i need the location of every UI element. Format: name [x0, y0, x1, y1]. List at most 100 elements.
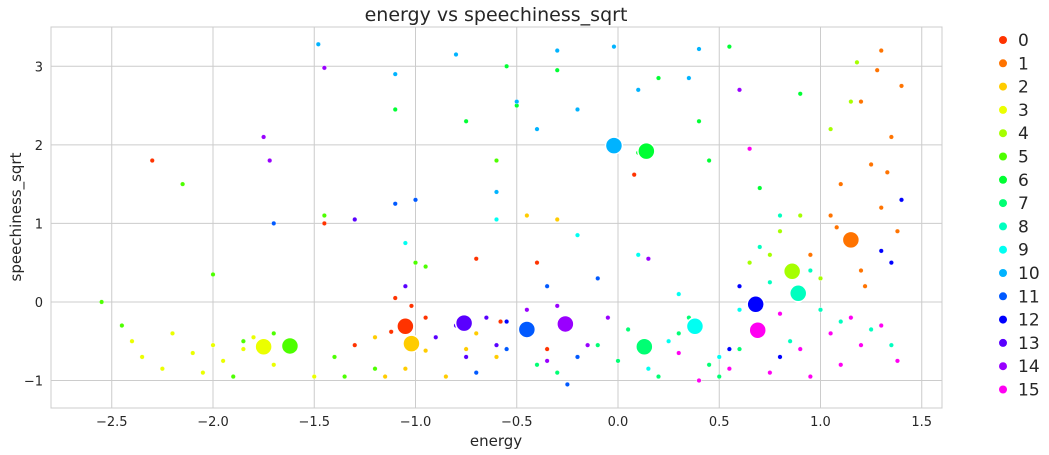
data-point — [716, 374, 722, 380]
data-point — [868, 326, 874, 332]
data-point — [321, 65, 327, 71]
cluster-center-0 — [396, 317, 415, 336]
data-point — [585, 342, 591, 348]
data-point — [878, 48, 884, 54]
data-point — [894, 358, 900, 364]
data-point — [575, 106, 581, 112]
data-point — [315, 41, 321, 47]
legend-marker-7 — [999, 199, 1007, 208]
data-point — [807, 374, 813, 380]
cluster-center-2 — [402, 334, 421, 353]
data-point — [423, 348, 429, 354]
data-point — [611, 44, 617, 50]
data-point — [757, 244, 763, 250]
data-point — [862, 283, 868, 289]
data-point — [737, 283, 743, 289]
data-point — [554, 67, 560, 73]
legend-label-5: 5 — [1018, 148, 1029, 168]
legend-label-11: 11 — [1018, 287, 1040, 307]
data-point — [463, 118, 469, 124]
data-point — [332, 354, 338, 360]
cluster-centers — [254, 136, 861, 356]
data-point — [706, 158, 712, 164]
data-point — [737, 87, 743, 93]
data-point — [838, 181, 844, 187]
data-point — [858, 99, 864, 105]
data-point — [250, 334, 256, 340]
data-point — [267, 158, 273, 164]
data-point — [311, 374, 317, 380]
data-point — [878, 248, 884, 254]
data-point — [433, 334, 439, 340]
y-tick-label: 3 — [35, 60, 43, 75]
legend-label-6: 6 — [1018, 171, 1029, 191]
data-point — [483, 315, 489, 321]
data-point — [726, 44, 732, 50]
data-point — [230, 374, 236, 380]
data-point — [352, 216, 358, 222]
data-point — [848, 315, 854, 321]
data-point — [706, 362, 712, 368]
data-point — [554, 216, 560, 222]
legend-marker-0 — [999, 36, 1007, 44]
data-point — [271, 220, 277, 226]
chart-title: energy vs speechiness_sqrt — [365, 4, 628, 26]
data-point — [767, 252, 773, 258]
data-point — [807, 252, 813, 258]
data-point — [615, 358, 621, 364]
cluster-center-11 — [517, 320, 537, 339]
x-tick-label: −2.0 — [197, 415, 229, 430]
data-point — [828, 126, 834, 132]
legend-label-4: 4 — [1018, 124, 1029, 144]
data-point — [797, 346, 803, 352]
data-point — [676, 330, 682, 336]
legend-label-14: 14 — [1018, 357, 1040, 377]
data-point — [767, 370, 773, 376]
data-point — [494, 189, 500, 195]
y-axis-ticks: −1 0 1 2 3 — [24, 60, 43, 389]
data-point — [737, 346, 743, 352]
data-point — [271, 330, 277, 336]
data-point — [848, 99, 854, 105]
data-point — [392, 106, 398, 112]
data-point — [676, 291, 682, 297]
x-tick-label: −0.5 — [501, 415, 533, 430]
data-point — [423, 315, 429, 321]
data-point — [261, 134, 267, 140]
x-axis-label: energy — [470, 432, 522, 450]
cluster-center-12 — [746, 295, 765, 314]
x-tick-label: 1.5 — [911, 415, 932, 430]
data-point — [544, 346, 550, 352]
data-point — [99, 299, 105, 305]
data-point — [686, 75, 692, 81]
legend-marker-11 — [999, 292, 1007, 301]
legend-label-2: 2 — [1018, 78, 1029, 98]
cluster-center-7 — [635, 337, 654, 356]
data-point — [119, 323, 125, 329]
data-point — [807, 268, 813, 274]
data-point — [473, 330, 479, 336]
data-point — [666, 338, 672, 344]
x-tick-label: −1.5 — [298, 415, 330, 430]
data-point — [854, 59, 860, 65]
data-point — [524, 307, 530, 313]
data-point — [899, 197, 905, 203]
data-point — [747, 146, 753, 152]
data-point — [838, 319, 844, 325]
data-point — [453, 51, 459, 57]
data-point — [858, 342, 864, 348]
data-point — [645, 366, 651, 372]
data-point — [767, 279, 773, 285]
legend-label-12: 12 — [1018, 311, 1040, 331]
cluster-center-9 — [685, 317, 705, 336]
data-point — [443, 374, 449, 380]
data-point — [402, 283, 408, 289]
data-point — [240, 338, 246, 344]
data-point — [180, 181, 186, 187]
data-point — [534, 260, 540, 266]
data-point — [797, 91, 803, 97]
data-point — [884, 169, 890, 175]
legend-marker-1 — [999, 59, 1007, 68]
x-tick-label: 0.5 — [709, 415, 730, 430]
data-point — [635, 87, 641, 93]
